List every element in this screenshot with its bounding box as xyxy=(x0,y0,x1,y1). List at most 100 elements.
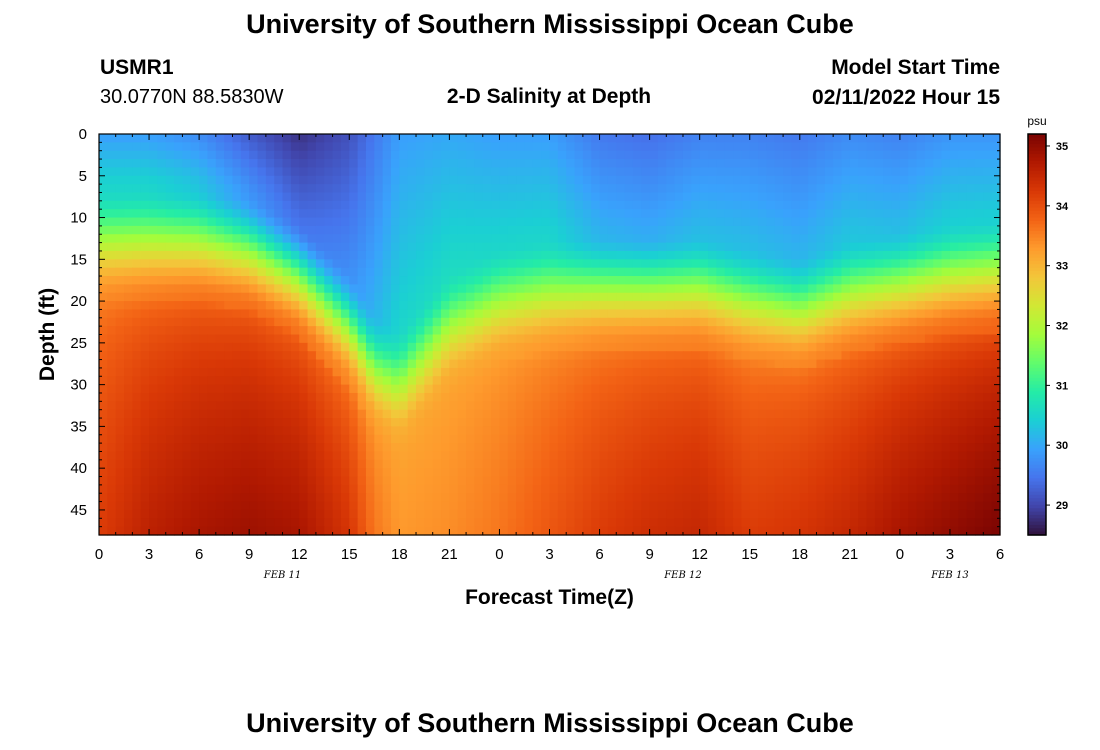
heatmap-cell xyxy=(290,175,300,185)
heatmap-cell xyxy=(966,217,976,227)
heatmap-cell xyxy=(899,175,909,185)
heatmap-cell xyxy=(165,493,175,503)
heatmap-cell xyxy=(124,476,133,486)
heatmap-cell xyxy=(874,209,884,219)
heatmap-cell xyxy=(682,142,692,152)
heatmap-cell xyxy=(315,242,325,252)
heatmap-cell xyxy=(182,267,192,277)
heatmap-cell xyxy=(482,426,492,436)
heatmap-cell xyxy=(240,367,250,377)
heatmap-cell xyxy=(557,267,567,277)
heatmap-cell xyxy=(157,434,167,444)
heatmap-cell xyxy=(349,217,359,227)
heatmap-cell xyxy=(132,175,142,185)
heatmap-cell xyxy=(516,192,526,202)
heatmap-cell xyxy=(566,359,576,369)
heatmap-cell xyxy=(466,250,476,260)
heatmap-cell xyxy=(157,234,167,244)
heatmap-cell xyxy=(858,367,868,377)
heatmap-cell xyxy=(482,250,492,260)
heatmap-cell xyxy=(374,476,384,486)
heatmap-cell xyxy=(491,184,501,194)
heatmap-cell xyxy=(591,392,601,402)
heatmap-cell xyxy=(466,150,476,160)
heatmap-cell xyxy=(791,342,801,352)
heatmap-cell xyxy=(190,250,200,260)
heatmap-cell xyxy=(724,367,734,377)
heatmap-cell xyxy=(99,167,108,177)
heatmap-cell xyxy=(549,459,559,469)
heatmap-cell xyxy=(824,468,834,478)
heatmap-cell xyxy=(899,259,909,269)
heatmap-cell xyxy=(799,476,809,486)
heatmap-cell xyxy=(532,351,542,361)
heatmap-cell xyxy=(99,401,108,411)
heatmap-cell xyxy=(941,309,951,319)
heatmap-cell xyxy=(666,351,676,361)
heatmap-cell xyxy=(899,359,909,369)
heatmap-cell xyxy=(708,451,717,461)
heatmap-cell xyxy=(974,484,984,494)
heatmap-cell xyxy=(390,267,400,277)
heatmap-cell xyxy=(274,484,284,494)
heatmap-cell xyxy=(824,459,834,469)
heatmap-cell xyxy=(541,493,551,503)
heatmap-cell xyxy=(215,175,225,185)
heatmap-cell xyxy=(649,309,659,319)
heatmap-cell xyxy=(657,501,667,511)
heatmap-cell xyxy=(290,326,300,336)
heatmap-cell xyxy=(174,384,184,394)
heatmap-cell xyxy=(282,142,292,152)
heatmap-cell xyxy=(641,501,651,511)
heatmap-cell xyxy=(174,242,184,252)
heatmap-cell xyxy=(874,259,884,269)
heatmap-cell xyxy=(749,276,759,285)
heatmap-cell xyxy=(649,150,659,160)
heatmap-cell xyxy=(883,434,893,444)
heatmap-cell xyxy=(599,367,609,377)
heatmap-cell xyxy=(115,175,125,185)
heatmap-cell xyxy=(549,493,559,503)
heatmap-cell xyxy=(274,150,284,160)
heatmap-cell xyxy=(841,493,851,503)
heatmap-cell xyxy=(924,468,934,478)
heatmap-cell xyxy=(399,484,409,494)
heatmap-cell xyxy=(724,292,734,302)
heatmap-cell xyxy=(833,242,843,252)
heatmap-cell xyxy=(991,159,1001,169)
heatmap-cell xyxy=(232,384,242,394)
heatmap-cell xyxy=(507,234,517,244)
heatmap-cell xyxy=(716,192,726,202)
heatmap-cell xyxy=(974,225,984,235)
heatmap-cell xyxy=(916,334,926,344)
heatmap-cell xyxy=(299,392,309,402)
heatmap-cell xyxy=(207,376,217,386)
heatmap-cell xyxy=(908,493,918,503)
heatmap-cell xyxy=(749,351,759,361)
heatmap-cell xyxy=(833,159,843,169)
heatmap-cell xyxy=(315,484,325,494)
heatmap-cell xyxy=(657,142,667,152)
heatmap-cell xyxy=(165,392,175,402)
heatmap-cell xyxy=(624,175,634,185)
heatmap-cell xyxy=(749,250,759,260)
heatmap-cell xyxy=(716,392,726,402)
heatmap-cell xyxy=(741,509,751,519)
heatmap-cell xyxy=(599,484,609,494)
heatmap-cell xyxy=(491,217,501,227)
heatmap-cell xyxy=(357,317,367,327)
heatmap-cell xyxy=(624,409,634,419)
heatmap-cell xyxy=(399,376,409,386)
heatmap-cell xyxy=(616,259,626,269)
heatmap-cell xyxy=(190,259,200,269)
heatmap-cell xyxy=(824,359,834,369)
heatmap-cell xyxy=(232,142,242,152)
heatmap-cell xyxy=(374,301,384,311)
heatmap-cell xyxy=(724,234,734,244)
heatmap-cell xyxy=(249,309,259,319)
heatmap-cell xyxy=(407,359,417,369)
heatmap-cell xyxy=(699,392,709,402)
heatmap-cell xyxy=(432,142,442,152)
heatmap-cell xyxy=(849,367,859,377)
heatmap-cell xyxy=(307,209,317,219)
